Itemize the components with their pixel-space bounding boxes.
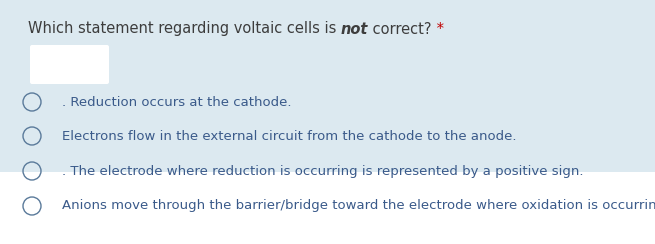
- Text: Anions move through the barrier/bridge toward the electrode where oxidation is o: Anions move through the barrier/bridge t…: [62, 200, 655, 213]
- Bar: [0, 0, 655, 172]
- Text: . Reduction occurs at the cathode.: . Reduction occurs at the cathode.: [62, 95, 291, 109]
- Text: *: *: [432, 21, 444, 37]
- Text: correct?: correct?: [368, 21, 432, 37]
- Text: Which statement regarding voltaic cells is: Which statement regarding voltaic cells …: [28, 21, 341, 37]
- Text: not: not: [341, 21, 368, 37]
- Text: Electrons flow in the external circuit from the cathode to the anode.: Electrons flow in the external circuit f…: [62, 130, 517, 142]
- FancyBboxPatch shape: [30, 45, 109, 84]
- Text: . The electrode where reduction is occurring is represented by a positive sign.: . The electrode where reduction is occur…: [62, 164, 584, 177]
